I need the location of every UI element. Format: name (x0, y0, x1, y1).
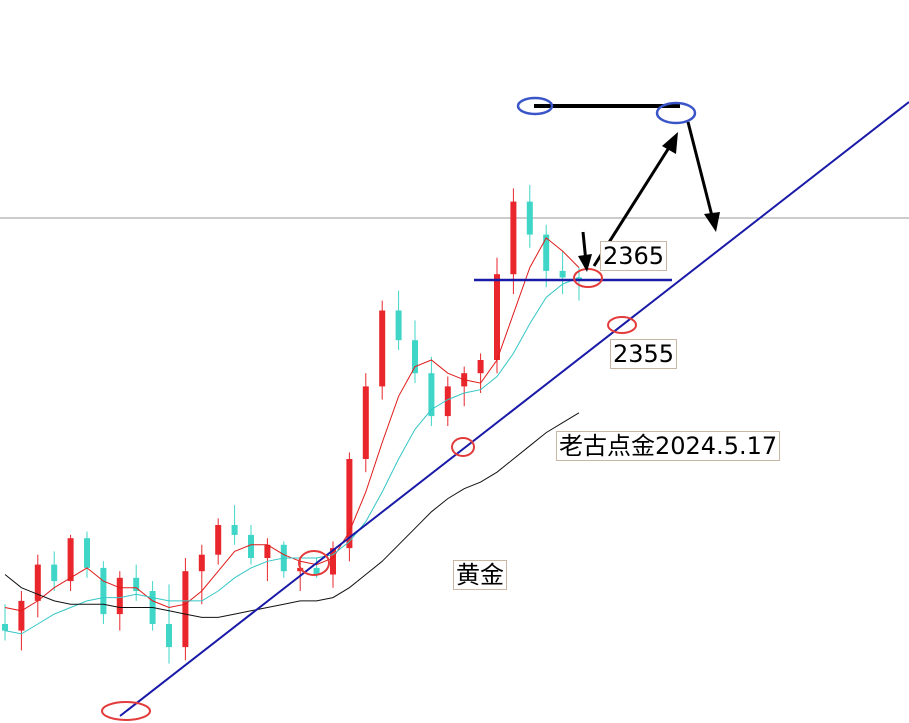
candle-body (2, 624, 8, 631)
level-label-2355: 2355 (610, 339, 678, 369)
candle-body (51, 564, 58, 582)
candle-body (264, 544, 271, 558)
candle-body (100, 567, 107, 615)
candle-body (444, 386, 451, 417)
candle (116, 571, 123, 631)
candle (346, 452, 353, 562)
candle-body (510, 201, 517, 275)
level-label-2365: 2365 (600, 241, 668, 271)
candle (182, 558, 189, 661)
candle-body (428, 373, 435, 417)
candle (133, 564, 140, 601)
arrow-down-to-trend-head (704, 212, 720, 232)
candle-body (379, 310, 386, 387)
candle-body (494, 274, 500, 360)
candle (215, 518, 222, 565)
candle (2, 604, 8, 641)
circle-trend-touch-2 (451, 437, 475, 457)
candle (100, 561, 107, 624)
candle-body (166, 624, 172, 648)
candle (67, 534, 74, 591)
candle-body (412, 340, 418, 374)
candle (198, 544, 205, 605)
instrument-label: 黄金 (453, 560, 507, 590)
candle-body (133, 577, 140, 591)
candle-body (34, 564, 41, 601)
candle (149, 581, 156, 631)
candle (84, 531, 90, 578)
arrow-down-to-trend (686, 121, 714, 217)
candle-body (543, 234, 550, 271)
candle (362, 373, 369, 473)
circle-trend-target (607, 316, 637, 334)
candle-body (67, 538, 74, 582)
circle-low-touch (101, 701, 151, 721)
candle (559, 251, 566, 294)
ma-mid-line (4, 277, 580, 635)
candle (34, 554, 41, 618)
arrow-down-to-support-head (578, 254, 592, 272)
candle (51, 551, 58, 591)
candle (166, 584, 172, 664)
candle (231, 505, 238, 545)
circle-support-touch (573, 268, 603, 288)
candle-body (313, 567, 320, 575)
candle (543, 224, 550, 288)
circle-trend-touch-1 (298, 550, 330, 576)
candle-body (346, 459, 353, 549)
candle-body (215, 525, 222, 555)
candle-body (330, 548, 336, 575)
candle-body (18, 600, 25, 631)
candle-body (198, 554, 205, 572)
candle (395, 290, 402, 351)
candle-body (116, 577, 123, 615)
brand-annotation: 老古点金2024.5.17 (556, 431, 781, 461)
candle (412, 320, 418, 384)
candle-body (559, 270, 566, 278)
candle-body (84, 538, 90, 568)
ma-fast-line (4, 237, 580, 612)
candle-body (248, 534, 254, 558)
candles-group (2, 185, 582, 664)
candle (510, 188, 517, 294)
ma-slow-line (4, 412, 580, 618)
candle-body (362, 386, 369, 459)
candle-body (526, 201, 533, 235)
candle (477, 353, 484, 393)
candle (526, 185, 533, 248)
candle (461, 366, 468, 407)
circle-top-left (516, 96, 554, 116)
candle (428, 356, 435, 426)
candle-body (395, 310, 402, 341)
candle (494, 257, 500, 374)
candle-body (182, 571, 189, 648)
candle (444, 376, 451, 426)
circle-top-right (655, 101, 697, 125)
arrow-up-to-top-head (662, 132, 678, 154)
uptrend-line (119, 101, 909, 717)
candle (379, 300, 386, 400)
candle-body (477, 360, 484, 374)
candle-body (231, 525, 238, 535)
candle (280, 541, 287, 578)
moving-averages-group (4, 237, 580, 635)
candle (18, 591, 25, 651)
